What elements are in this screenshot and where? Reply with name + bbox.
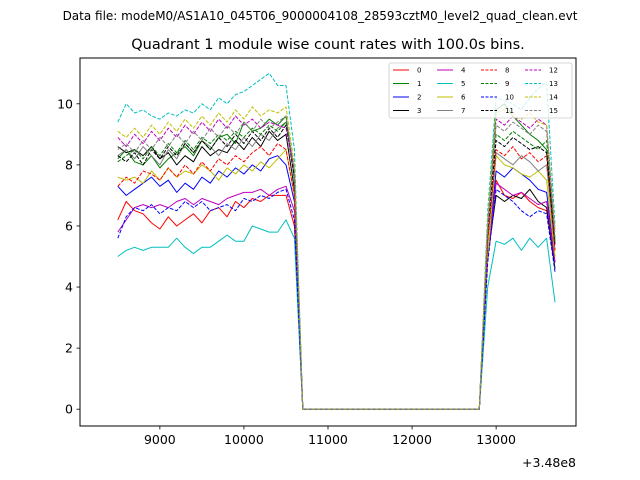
- chart-suptitle: Data file: modeM0/AS1A10_045T06_90000041…: [63, 9, 578, 23]
- x-tick-label: 13000: [476, 432, 516, 447]
- series-line-9: [117, 121, 556, 410]
- legend-label-14: 14: [549, 94, 558, 102]
- x-tick-label: 12000: [392, 432, 432, 447]
- y-tick-label: 4: [65, 280, 73, 295]
- legend-label-3: 3: [417, 107, 421, 115]
- series-line-1: [117, 103, 556, 410]
- series-line-15: [117, 115, 556, 410]
- y-tick-label: 2: [65, 341, 73, 356]
- legend-label-13: 13: [549, 80, 558, 88]
- series-line-3: [117, 130, 556, 410]
- legend-label-5: 5: [461, 80, 465, 88]
- series-line-12: [117, 115, 556, 410]
- chart-title: Quadrant 1 module wise count rates with …: [131, 37, 525, 53]
- legend-label-2: 2: [417, 94, 421, 102]
- y-axis-ticks: 0 2 4 6 8 10: [57, 96, 80, 417]
- legend-label-4: 4: [461, 67, 466, 75]
- legend-label-11: 11: [505, 107, 514, 115]
- legend-label-1: 1: [417, 80, 421, 88]
- y-tick-label: 8: [65, 157, 73, 172]
- x-offset-label: +3.48e8: [522, 455, 576, 470]
- legend-label-6: 6: [461, 94, 466, 102]
- y-tick-label: 10: [57, 96, 73, 111]
- legend-box: [388, 62, 573, 119]
- series-line-14: [117, 106, 556, 410]
- legend-label-8: 8: [505, 67, 509, 75]
- legend-label-9: 9: [505, 80, 509, 88]
- y-tick-label: 6: [65, 218, 73, 233]
- legend-label-15: 15: [549, 107, 558, 115]
- plot-lines: [117, 72, 556, 410]
- x-tick-label: 10000: [224, 432, 264, 447]
- legend-label-12: 12: [549, 67, 558, 75]
- legend-label-10: 10: [505, 94, 514, 102]
- series-line-7: [117, 121, 556, 410]
- legend-label-0: 0: [417, 67, 421, 75]
- x-tick-label: 9000: [144, 432, 176, 447]
- x-axis-ticks: 9000 10000 11000 12000 13000: [144, 426, 516, 447]
- x-tick-label: 11000: [308, 432, 348, 447]
- legend-label-7: 7: [461, 107, 465, 115]
- y-tick-label: 0: [65, 402, 73, 417]
